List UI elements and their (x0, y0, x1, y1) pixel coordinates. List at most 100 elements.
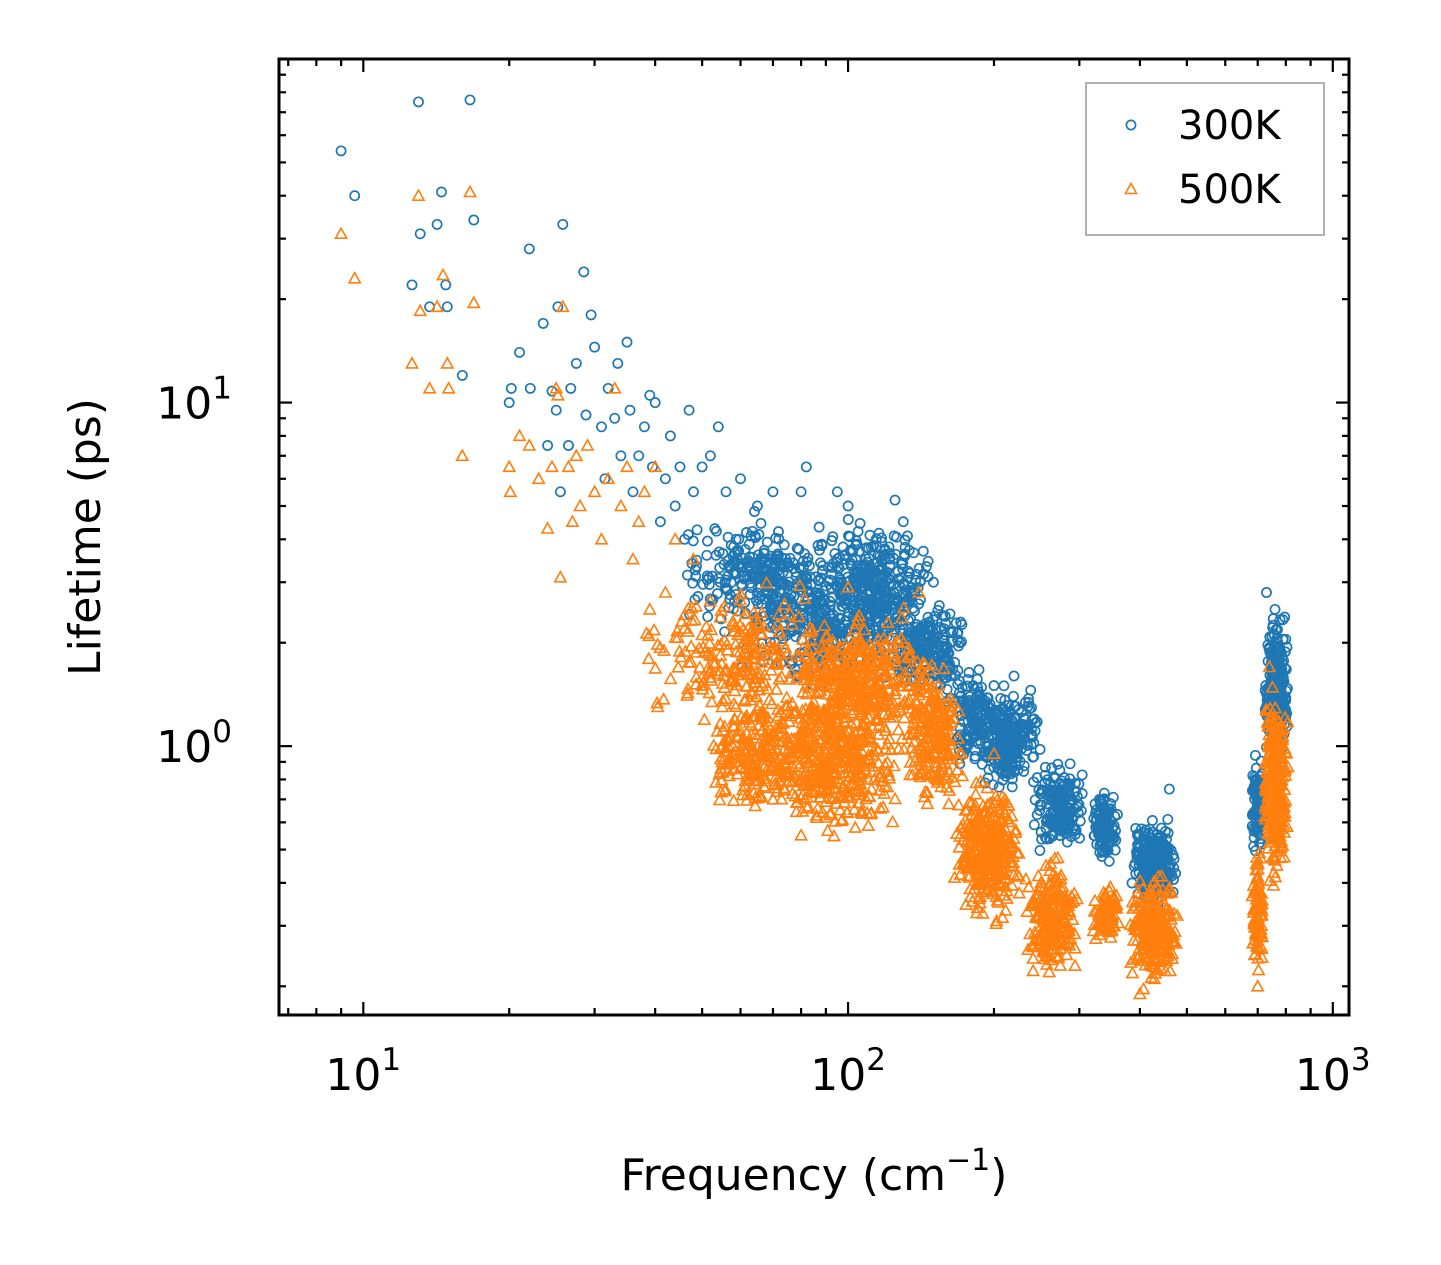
data-point (796, 685, 811, 698)
data-point (789, 804, 804, 818)
data-point (1157, 926, 1172, 940)
data-point (464, 94, 476, 106)
data-point (830, 695, 845, 708)
data-point (770, 702, 785, 715)
data-point (712, 421, 724, 433)
data-point (737, 778, 752, 792)
data-point (896, 600, 911, 614)
data-point (989, 916, 1004, 930)
data-point (771, 550, 782, 562)
data-point (833, 802, 848, 816)
data-point (903, 755, 918, 768)
data-point (710, 525, 722, 537)
data-point (1048, 878, 1063, 892)
data-point (748, 571, 760, 583)
data-point (727, 747, 742, 761)
data-point (1051, 794, 1063, 806)
data-point (830, 737, 845, 751)
data-point (644, 389, 656, 401)
data-point (688, 486, 699, 498)
data-point (406, 279, 418, 291)
data-point (884, 561, 896, 573)
data-point (748, 727, 763, 740)
data-point (790, 566, 802, 578)
data-point (1268, 628, 1280, 640)
data-point (664, 430, 676, 442)
data-point (638, 421, 650, 433)
data-point (852, 562, 863, 574)
data-point (854, 805, 869, 819)
data-point (909, 693, 923, 706)
data-point (886, 710, 901, 723)
data-point (942, 733, 957, 747)
data-point (738, 657, 753, 670)
data-point (1247, 916, 1262, 930)
data-point (641, 651, 656, 665)
data-point (468, 214, 480, 226)
data-point (794, 731, 809, 745)
data-point (951, 797, 966, 811)
data-point (755, 712, 770, 725)
data-point (702, 636, 717, 649)
data-point (774, 669, 789, 683)
data-point (854, 517, 866, 529)
data-point (1253, 938, 1268, 952)
data-point (1026, 951, 1041, 964)
data-point (414, 228, 426, 240)
data-point (768, 648, 783, 661)
data-point (922, 555, 934, 567)
data-point (1266, 865, 1281, 879)
data-point (1021, 942, 1035, 956)
data-point (1167, 906, 1182, 919)
data-point (763, 642, 778, 655)
data-point (885, 693, 900, 707)
data-point (784, 666, 799, 679)
data-point (1151, 914, 1166, 928)
data-point (1092, 820, 1103, 832)
data-point (578, 266, 590, 278)
data-point (1277, 849, 1292, 863)
data-point (621, 336, 633, 348)
data-point (913, 673, 928, 686)
data-point (1000, 735, 1011, 747)
data-point (1168, 862, 1180, 874)
data-point (872, 646, 887, 660)
data-point (867, 702, 882, 716)
data-point (914, 622, 926, 634)
data-point (1041, 833, 1053, 845)
data-point (840, 742, 855, 755)
data-point (1059, 925, 1074, 939)
data-point (987, 869, 1002, 883)
data-point (962, 870, 977, 883)
data-point (503, 397, 515, 409)
data-point (679, 533, 691, 545)
data-point (973, 664, 985, 676)
data-point (774, 792, 789, 805)
data-point (848, 665, 863, 678)
data-point (934, 779, 949, 793)
data-point (852, 631, 867, 645)
data-point (920, 561, 932, 573)
data-point (1087, 917, 1102, 931)
data-point (743, 762, 758, 776)
data-point (704, 450, 716, 462)
data-point (1070, 891, 1085, 905)
data-point (834, 640, 849, 654)
data-point (1039, 957, 1054, 970)
data-point (431, 218, 443, 230)
data-point (837, 559, 849, 571)
data-point (965, 894, 980, 907)
data-point (983, 764, 995, 775)
data-point (554, 486, 566, 498)
data-point (1039, 858, 1053, 871)
data-point (963, 828, 978, 842)
data-point (954, 637, 966, 649)
data-point (769, 682, 784, 695)
data-point (858, 762, 873, 775)
data-point (773, 526, 784, 538)
data-point (880, 653, 894, 666)
data-point (882, 768, 896, 781)
data-point (909, 706, 924, 719)
data-point (797, 737, 812, 751)
data-point (893, 594, 905, 606)
